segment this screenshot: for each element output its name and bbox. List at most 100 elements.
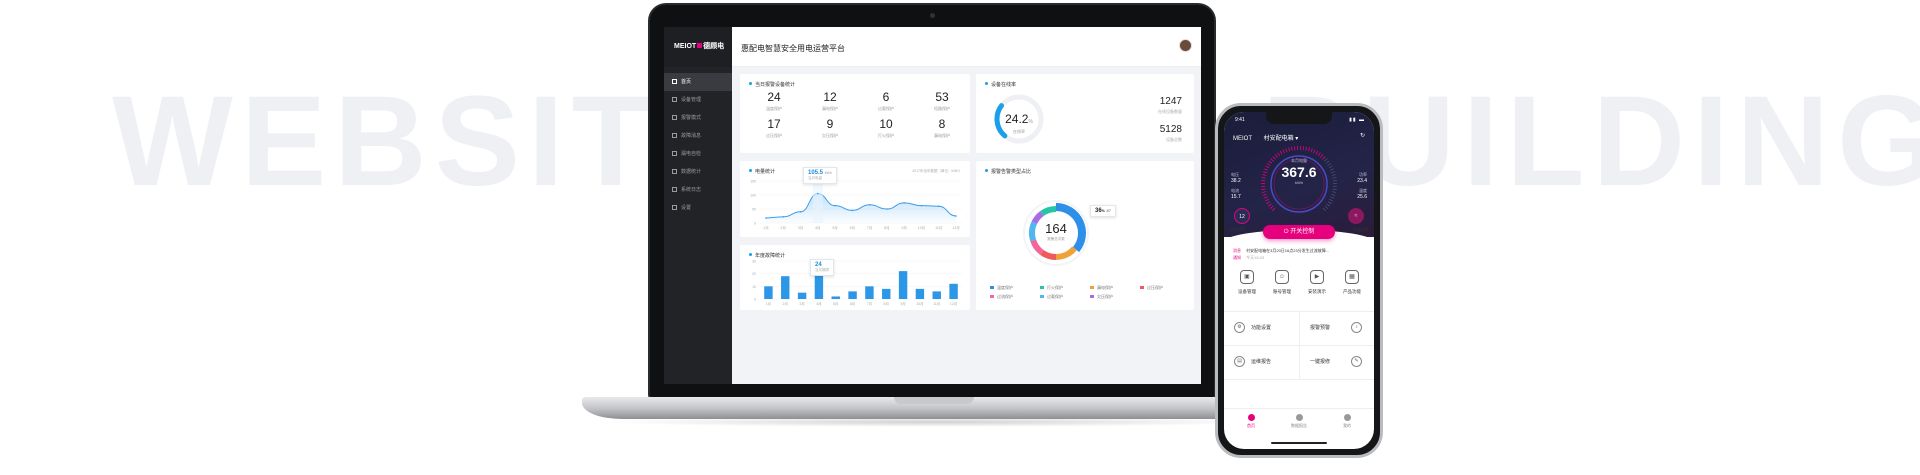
donut-slice[interactable] xyxy=(1055,246,1077,260)
grid-item[interactable]: ▣ 设备管理 xyxy=(1232,270,1262,295)
laptop-screen: MEIOT 德顾电 惠配电智慧安全用电运营平台 首页 设备管理 报警模式 故障消息 漏电自… xyxy=(664,27,1201,384)
dynamic-alarm-icon[interactable]: ≈ xyxy=(1348,208,1364,224)
sidebar-item[interactable]: 数据统计 xyxy=(664,163,732,181)
gauge-center: 本月电量 367.6 kWh xyxy=(1269,158,1329,185)
menu-item-label[interactable]: 报警预警 xyxy=(1310,325,1331,331)
sidebar-item[interactable]: 故障消息 xyxy=(664,127,732,145)
bar[interactable] xyxy=(949,283,958,299)
data-point xyxy=(799,211,802,213)
tab-item[interactable]: 首页 xyxy=(1236,414,1266,429)
stat-label: 打火保护 xyxy=(878,133,894,138)
stat-label: 温度 xyxy=(1359,188,1367,193)
refresh-icon[interactable]: ↻ xyxy=(1359,133,1365,139)
logo-text: MEIOT xyxy=(674,43,697,50)
bar[interactable] xyxy=(848,291,857,299)
tab-item[interactable]: 数据报告 xyxy=(1284,414,1314,429)
donut-total: 164 xyxy=(1045,221,1067,236)
gauge-tick xyxy=(1277,152,1281,157)
data-point xyxy=(886,208,888,210)
sidebar-item-label: 故障消息 xyxy=(681,133,702,139)
x-tick-label: 10月 xyxy=(918,225,925,230)
alarm-donut-chart xyxy=(1023,200,1089,266)
grid-item[interactable]: ▦ 产品功能 xyxy=(1337,270,1367,295)
chevron-down-icon[interactable]: ▾ xyxy=(1293,136,1299,142)
tab-icon xyxy=(1295,414,1303,421)
stat-value: 8 xyxy=(938,117,946,131)
gauge-tick xyxy=(1269,205,1274,209)
menu-item-label[interactable]: 一键报修 xyxy=(1310,359,1331,365)
stat-value: 24 xyxy=(767,90,781,104)
stat-value: 10 xyxy=(879,117,893,131)
gauge-tick xyxy=(1263,196,1268,199)
app-logo[interactable]: MEIOT 德顾电 xyxy=(664,27,732,67)
x-tick-label: 3月 xyxy=(798,225,803,230)
device-total: 5128 设备总数 xyxy=(1160,124,1182,143)
bar[interactable] xyxy=(932,291,941,299)
x-tick-label: 4月 xyxy=(815,225,820,230)
bar[interactable] xyxy=(915,288,925,299)
tab-item[interactable]: 我的 xyxy=(1332,414,1362,429)
card-title: 报警告警类型占比 xyxy=(985,168,1031,175)
x-tick-label: 9月 xyxy=(901,225,906,230)
gauge-tick xyxy=(1326,203,1331,207)
legend-item: 过流保护 xyxy=(990,294,1013,300)
menu-item-label[interactable]: 运维报告 xyxy=(1251,359,1272,365)
sidebar-item[interactable]: 漏电自检 xyxy=(664,145,732,163)
donut-slice[interactable] xyxy=(1031,211,1044,225)
x-tick-label: 2月 xyxy=(781,225,786,230)
switch-control-button[interactable]: ⏻ 开关控制 xyxy=(1263,225,1335,239)
device-alarm-badge[interactable]: 12 xyxy=(1234,208,1250,224)
grid-item-label: 安装演示 xyxy=(1308,289,1326,294)
menu-icon xyxy=(672,187,677,192)
avatar[interactable] xyxy=(1179,39,1192,52)
home-indicator xyxy=(1271,442,1327,444)
bar[interactable] xyxy=(764,286,773,299)
bar[interactable] xyxy=(831,296,840,299)
gauge-tick xyxy=(1317,152,1321,157)
divider xyxy=(1224,408,1374,409)
donut-slice[interactable] xyxy=(1029,221,1038,242)
sidebar-item[interactable]: 首页 xyxy=(664,73,732,91)
donut-slice[interactable] xyxy=(1040,206,1057,217)
bar[interactable] xyxy=(898,271,908,299)
gauge-tick xyxy=(1265,165,1270,169)
laptop-notch xyxy=(894,397,974,404)
bar[interactable] xyxy=(797,292,807,299)
bar[interactable] xyxy=(865,286,874,299)
y-tick-label: 100 xyxy=(750,194,756,198)
sidebar-item[interactable]: 设备管理 xyxy=(664,91,732,109)
sidebar-item[interactable]: 系统日志 xyxy=(664,181,732,199)
menu-icon[interactable]: ▤ xyxy=(1234,356,1245,367)
gauge-tick xyxy=(1262,171,1267,174)
grid-item-icon: ▦ xyxy=(1345,270,1359,284)
sidebar-item[interactable]: 设置 xyxy=(664,199,732,217)
grid-item[interactable]: ☺ 账号管理 xyxy=(1267,270,1297,295)
sidebar-item[interactable]: 报警模式 xyxy=(664,109,732,127)
grid-item-icon: ▣ xyxy=(1240,270,1254,284)
tab-icon xyxy=(1247,414,1255,421)
donut-slice[interactable] xyxy=(1055,203,1086,253)
online-count: 1247 在线设备数量 xyxy=(1158,96,1182,115)
location-select[interactable]: 村安配电箱 xyxy=(1263,136,1294,142)
donut-slice[interactable] xyxy=(1040,249,1057,260)
phone-hero: 9:41 ▮▮ ▬ MEIOT 村安配电箱 ▾ ↻ 本月电量 367.6 kWh… xyxy=(1224,112,1374,237)
sidebar-item-label: 漏电自检 xyxy=(681,151,702,157)
grid-item[interactable]: ▶ 安装演示 xyxy=(1302,270,1332,295)
stat-value: 1247 xyxy=(1159,96,1182,107)
bar[interactable] xyxy=(781,276,790,299)
phone-topbar: MEIOT 村安配电箱 ▾ xyxy=(1233,133,1298,142)
menu-icon[interactable]: ♪ xyxy=(1351,322,1362,333)
menu-icon xyxy=(672,151,677,156)
menu-icon[interactable]: ⚙ xyxy=(1234,322,1245,333)
notice-bar[interactable]: 消息 村安配电箱在3月20日16点23分发生过流故障... xyxy=(1233,248,1367,254)
menu-icon[interactable]: ✎ xyxy=(1351,356,1362,367)
data-point xyxy=(834,204,836,207)
x-tick-label: 11月 xyxy=(935,225,942,230)
menu-item-label[interactable]: 功能设置 xyxy=(1251,325,1272,331)
tooltip-label: 当月故障 xyxy=(815,268,829,272)
donut-slice[interactable] xyxy=(1030,239,1044,255)
divider xyxy=(1224,379,1374,380)
bar[interactable] xyxy=(814,268,824,299)
x-tick-label: 12月 xyxy=(952,225,959,230)
bar[interactable] xyxy=(882,288,891,299)
